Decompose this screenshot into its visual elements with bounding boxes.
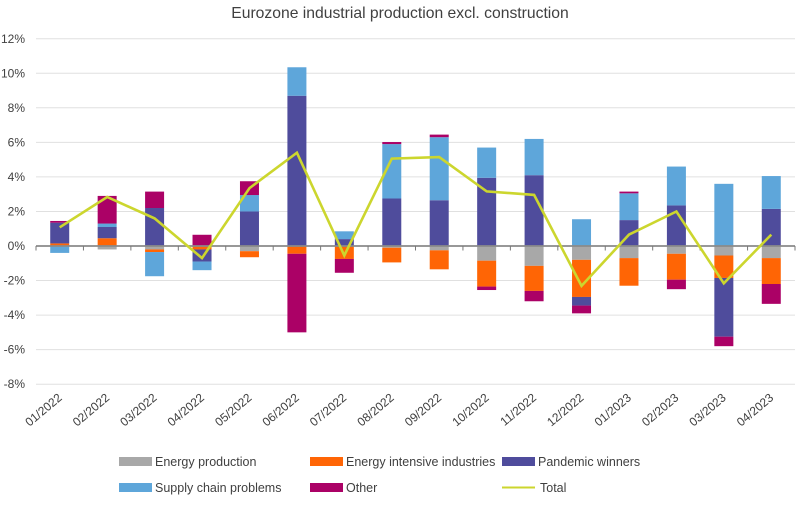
svg-text:Supply chain problems: Supply chain problems — [155, 481, 281, 495]
svg-text:Eurozone industrial production: Eurozone industrial production excl. con… — [231, 5, 568, 22]
svg-text:-2%: -2% — [4, 274, 26, 288]
svg-text:Energy production: Energy production — [155, 455, 257, 469]
svg-text:-6%: -6% — [4, 343, 26, 357]
svg-text:-8%: -8% — [4, 377, 26, 391]
svg-text:12%: 12% — [1, 32, 25, 46]
svg-text:10%: 10% — [1, 66, 25, 80]
svg-text:Energy intensive industries: Energy intensive industries — [346, 455, 495, 469]
svg-text:Other: Other — [346, 481, 377, 495]
svg-text:2%: 2% — [8, 205, 26, 219]
svg-text:Total: Total — [540, 481, 566, 495]
svg-text:Pandemic winners: Pandemic winners — [538, 455, 640, 469]
svg-text:6%: 6% — [8, 135, 26, 149]
svg-text:4%: 4% — [8, 170, 26, 184]
svg-text:0%: 0% — [8, 239, 26, 253]
svg-text:8%: 8% — [8, 101, 26, 115]
svg-text:-4%: -4% — [4, 308, 26, 322]
